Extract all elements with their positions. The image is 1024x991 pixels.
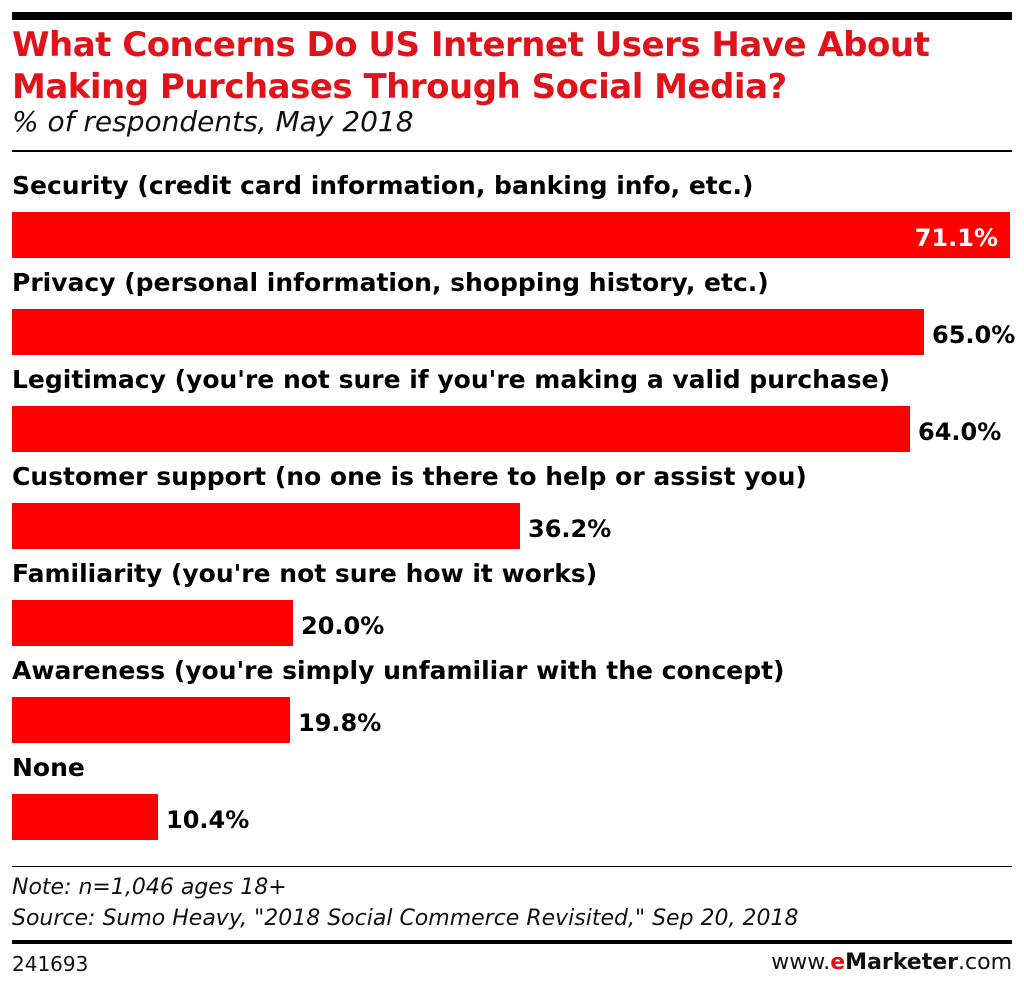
sample-note: Note: n=1,046 ages 18+ [12,875,287,900]
category-label: Awareness (you're simply unfamiliar with… [12,656,785,685]
bar [12,503,520,549]
header-rule [12,150,1012,152]
value-label: 64.0% [918,418,1001,446]
bar [12,697,290,743]
category-label: Familiarity (you're not sure how it work… [12,559,597,588]
category-label: None [12,753,85,782]
brand-prefix: www. [771,950,831,975]
footnotes: Note: n=1,046 ages 18+ Source: Sumo Heav… [12,872,799,934]
brand-url: www.eMarketer.com [771,950,1012,975]
source-note: Source: Sumo Heavy, "2018 Social Commerc… [12,906,799,931]
chart-title-line-2: Making Purchases Through Social Media? [12,67,787,107]
bar [12,406,910,452]
value-label: 20.0% [301,612,384,640]
top-rule [12,12,1012,20]
bar [12,600,293,646]
bar [12,212,1010,258]
value-label: 65.0% [932,321,1015,349]
chart-id: 241693 [12,952,89,976]
brand-logo-e: e [830,950,846,975]
brand-suffix: .com [958,950,1012,975]
chart-title-line-1: What Concerns Do US Internet Users Have … [12,25,930,65]
value-label: 36.2% [528,515,611,543]
value-label: 71.1% [915,224,998,252]
footer-rule [12,866,1012,867]
value-label: 10.4% [166,806,249,834]
category-label: Security (credit card information, banki… [12,171,753,200]
category-label: Customer support (no one is there to hel… [12,462,807,491]
value-label: 19.8% [298,709,381,737]
brand-logo-name: Marketer [845,950,959,975]
category-label: Privacy (personal information, shopping … [12,268,769,297]
category-label: Legitimacy (you're not sure if you're ma… [12,365,890,394]
chart-subtitle: % of respondents, May 2018 [12,105,414,138]
bar-chart: Security (credit card information, banki… [12,171,1015,840]
bar [12,794,158,840]
bottom-rule [12,940,1012,944]
chart-title: What Concerns Do US Internet Users Have … [12,24,1012,108]
bar [12,309,924,355]
